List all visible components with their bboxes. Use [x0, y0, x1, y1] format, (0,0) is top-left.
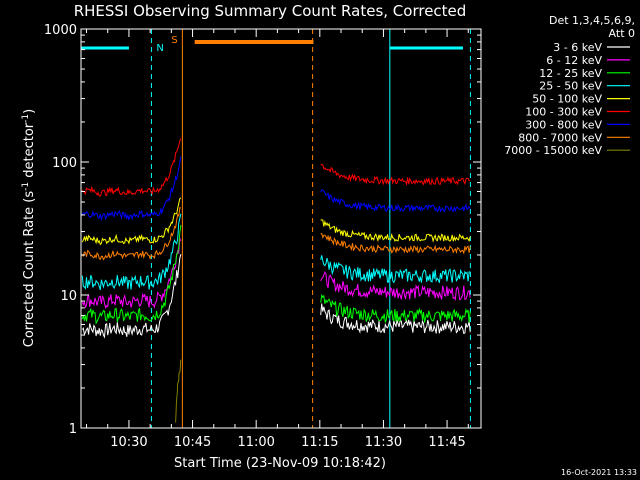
y-tick-label: 1: [69, 422, 77, 437]
legend-label: 25 - 50 keV: [539, 80, 602, 93]
series-lines: [81, 138, 471, 423]
x-tick-label: 11:30: [365, 435, 402, 450]
series-line: [81, 213, 182, 291]
axis-ticks: 10:30 10:45 11:00 11:15 11:30 11:45 1 10 100 1000: [44, 23, 481, 450]
series-line: [82, 207, 182, 261]
series-line: [81, 224, 182, 325]
series-line: [81, 156, 182, 222]
series-line: [81, 197, 182, 246]
series-line: [320, 255, 471, 284]
series-line: [320, 232, 471, 255]
state-bands: NS: [81, 29, 471, 428]
saa-marker-label: S: [171, 35, 177, 46]
series-line: [320, 189, 471, 213]
series-line: [320, 219, 471, 243]
legend-label: 6 - 12 keV: [546, 54, 602, 67]
night-marker-label: N: [156, 43, 163, 54]
y-tick-label: 10: [60, 289, 77, 304]
series-line: [81, 253, 182, 339]
legend-label: 800 - 7000 keV: [518, 131, 602, 144]
legend-label: 50 - 100 keV: [532, 93, 602, 106]
y-tick-label: 100: [52, 156, 77, 171]
x-tick-label: 10:30: [110, 435, 147, 450]
legend-header-2: Att 0: [609, 27, 635, 40]
series-line: [81, 236, 182, 310]
legend-header-1: Det 1,3,4,5,6,9,: [549, 14, 635, 27]
series-line: [320, 271, 471, 302]
series-line: [320, 163, 471, 187]
series-line: [175, 359, 182, 423]
legend-label: 100 - 300 keV: [525, 106, 602, 119]
y-tick-label: 1000: [44, 23, 77, 38]
x-tick-label: 11:15: [301, 435, 338, 450]
legend-label: 7000 - 15000 keV: [504, 144, 602, 157]
legend-label: 3 - 6 keV: [553, 41, 602, 54]
legend-label: 300 - 800 keV: [525, 118, 602, 131]
legend-label: 12 - 25 keV: [539, 67, 602, 80]
x-tick-label: 11:00: [237, 435, 274, 450]
plot-frame: [80, 28, 482, 429]
series-line: [81, 138, 182, 197]
x-tick-label: 10:45: [174, 435, 211, 450]
x-tick-label: 11:45: [428, 435, 465, 450]
series-line: [320, 303, 471, 335]
footer-timestamp: 16-Oct-2021 13:33: [561, 468, 637, 477]
x-axis-label: Start Time (23-Nov-09 10:18:42): [174, 456, 386, 471]
series-line: [320, 293, 471, 323]
chart-title: RHESSI Observing Summary Count Rates, Co…: [74, 2, 467, 20]
y-axis-label: Corrected Count Rate (s-1 detector-1): [21, 109, 37, 347]
